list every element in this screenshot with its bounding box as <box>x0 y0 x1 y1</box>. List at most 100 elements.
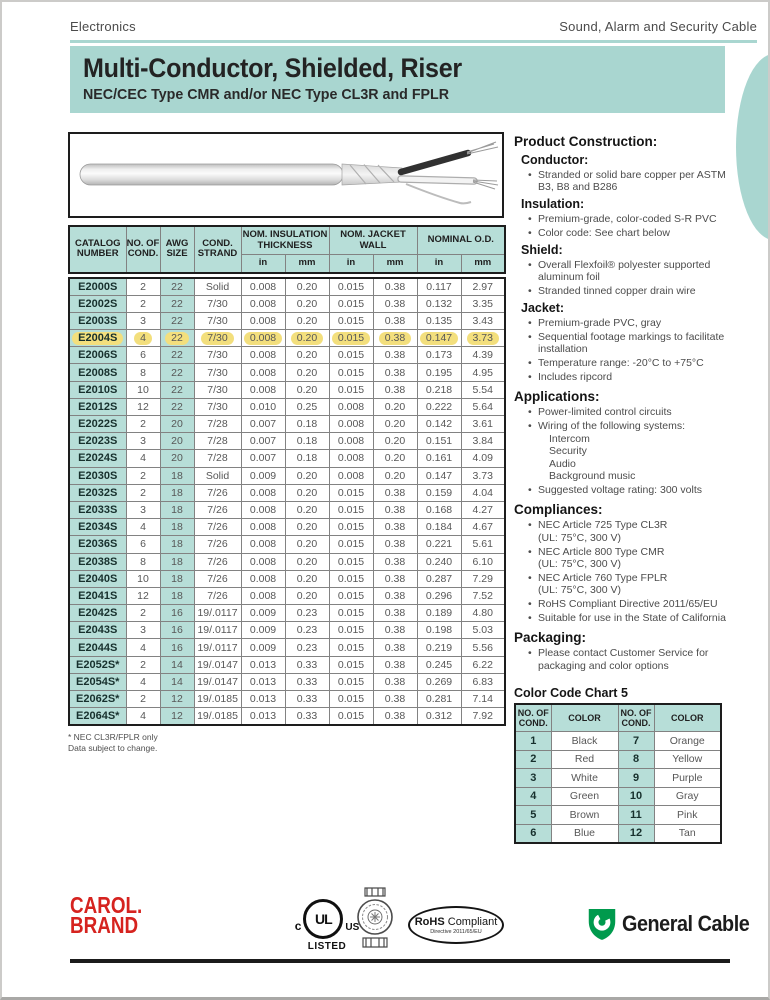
spec-value-cell: 4.80 <box>460 604 506 623</box>
bullet-icon: • <box>528 647 532 660</box>
cell-text: 0.015 <box>337 624 365 637</box>
spec-value-cell: 3.35 <box>460 294 506 313</box>
spec-value-cell: 0.015 <box>328 294 374 313</box>
color-chart-body: 1 Black 7 Orange 2 Red 8 Yellow 3 White 9 Purple 4 Gr… <box>514 731 722 844</box>
spec-value-cell: 18 <box>159 586 195 606</box>
conductor-number-cell: 12 <box>617 823 655 844</box>
cell-text: 22 <box>171 297 183 310</box>
cell-text: 5.61 <box>472 538 493 551</box>
header-left-label: Electronics <box>70 19 136 34</box>
cell-text: 7.29 <box>472 572 493 585</box>
spec-value-cell: 0.33 <box>284 707 330 726</box>
bullet-item: • Premium-grade, color-coded S-R PVC <box>528 213 729 225</box>
cell-text: 0.33 <box>296 710 318 723</box>
spec-value-cell: 0.20 <box>284 552 330 571</box>
spec-row-E2022S: E2022S 2 20 7/28 0.007 0.18 0.008 0.20 0.142 3.61 <box>68 414 506 434</box>
cell-text: 19/.0147 <box>197 658 238 671</box>
spec-value-cell: 22 <box>159 311 195 331</box>
color-chart-row: 5 Brown 11 Pink <box>514 805 722 825</box>
spec-value-cell: 0.195 <box>416 363 462 382</box>
spec-value-cell: 0.20 <box>372 414 418 434</box>
spec-value-cell: 0.015 <box>328 655 374 674</box>
spec-value-cell: 0.015 <box>328 569 374 588</box>
bullet-item: • Includes ripcord <box>528 371 729 383</box>
spec-row-E2008S: E2008S 8 22 7/30 0.008 0.20 0.015 0.38 0.195 4.95 <box>68 363 506 382</box>
spec-value-cell: 0.008 <box>328 397 374 417</box>
cell-text: 0.18 <box>296 435 318 448</box>
cell-text: 22 <box>171 366 183 379</box>
cell-text: 0.38 <box>384 693 406 706</box>
cell-text: 0.287 <box>425 572 453 585</box>
catalog-number-cell: E2024S <box>68 449 127 468</box>
cell-text: 19/.0117 <box>197 641 238 654</box>
spec-value-cell: 4 <box>125 707 161 726</box>
cell-text: Solid <box>205 469 230 482</box>
conductor-number-cell: 5 <box>514 805 552 825</box>
spec-value-cell: 7/26 <box>193 518 242 537</box>
cell-text: E2032S <box>78 486 118 499</box>
color-name-cell: White <box>550 768 619 788</box>
spec-value-cell: 12 <box>159 689 195 709</box>
cell-text: 2 <box>140 297 146 310</box>
spec-value-cell: 22 <box>159 363 195 382</box>
cell-text: 0.008 <box>249 297 277 310</box>
spec-row-E2040S: E2040S 10 18 7/26 0.008 0.20 0.015 0.38 0.287 7.2… <box>68 569 506 588</box>
bullet-item: • Please contact Customer Service for pac… <box>528 647 729 672</box>
spec-row-E2000S: E2000S 2 22 Solid 0.008 0.20 0.015 0.38 0.117 2.9… <box>68 277 506 296</box>
spec-value-cell: 0.38 <box>372 518 418 537</box>
spec-value-cell: 0.159 <box>416 483 462 502</box>
cell-text: 22 <box>165 331 189 345</box>
cell-text: 0.269 <box>425 675 453 688</box>
spec-value-cell: 0.015 <box>328 329 374 348</box>
spec-value-cell: 0.117 <box>416 277 462 296</box>
unit-header: in <box>240 254 286 273</box>
cell-text: E2002S <box>78 297 118 310</box>
cell-text: 0.20 <box>296 555 318 568</box>
catalog-number-cell: E2010S <box>68 380 127 399</box>
spec-value-cell: 0.20 <box>284 466 330 485</box>
catalog-number-cell: E2062S* <box>68 689 127 709</box>
ul-listed-label: LISTED <box>307 941 347 952</box>
cell-text: 0.151 <box>425 435 453 448</box>
cell-text: 0.20 <box>296 504 318 517</box>
spec-value-cell: 0.221 <box>416 535 462 554</box>
spec-value-cell: 3 <box>125 432 161 451</box>
spec-value-cell: 0.008 <box>240 380 286 399</box>
cell-text: 0.008 <box>249 555 277 568</box>
color-name-cell: Pink <box>653 805 722 825</box>
cell-text: 0.25 <box>296 400 318 413</box>
catalog-number-cell: E2034S <box>68 518 127 537</box>
cell-text: 0.20 <box>296 349 318 362</box>
conductor-number-cell: 3 <box>514 768 552 788</box>
cell-text: 7/28 <box>207 452 228 465</box>
spec-value-cell: 0.38 <box>372 672 418 692</box>
spec-value-cell: 7/26 <box>193 483 242 502</box>
spec-row-E2044S: E2044S 4 16 19/.0117 0.009 0.23 0.015 0.38 0.219… <box>68 638 506 657</box>
cell-text: 0.18 <box>296 418 318 431</box>
cell-text: 4 <box>140 521 146 534</box>
spec-value-cell: 2 <box>125 689 161 709</box>
spec-value-cell: 0.008 <box>240 363 286 382</box>
cell-text: E2023S <box>78 435 118 448</box>
spec-value-cell: 0.38 <box>372 586 418 606</box>
spec-value-cell: 0.296 <box>416 586 462 606</box>
spec-value-cell: 0.20 <box>284 311 330 331</box>
spec-value-cell: 10 <box>125 380 161 399</box>
carol-brand-logo: CAROL. BRAND <box>70 894 142 937</box>
cell-text: 18 <box>171 521 183 534</box>
section-heading: Insulation: <box>521 197 585 212</box>
catalog-number-cell: E2004S <box>68 329 127 348</box>
cell-text: 0.013 <box>249 675 277 688</box>
cell-text: 0.38 <box>384 710 406 723</box>
cell-text: E2034S <box>78 521 118 534</box>
cell-text: E2044S <box>78 641 118 654</box>
section-heading: Applications: <box>514 389 600 405</box>
bullet-item: • Premium-grade PVC, gray <box>528 317 729 329</box>
cell-text: E2000S <box>78 280 118 293</box>
spec-value-cell: 0.015 <box>328 604 374 623</box>
spec-value-cell: 4 <box>125 638 161 657</box>
cell-text: 18 <box>171 486 183 499</box>
cell-text: 0.20 <box>296 469 318 482</box>
cell-text: 0.013 <box>249 658 277 671</box>
cell-text: 0.20 <box>296 572 318 585</box>
